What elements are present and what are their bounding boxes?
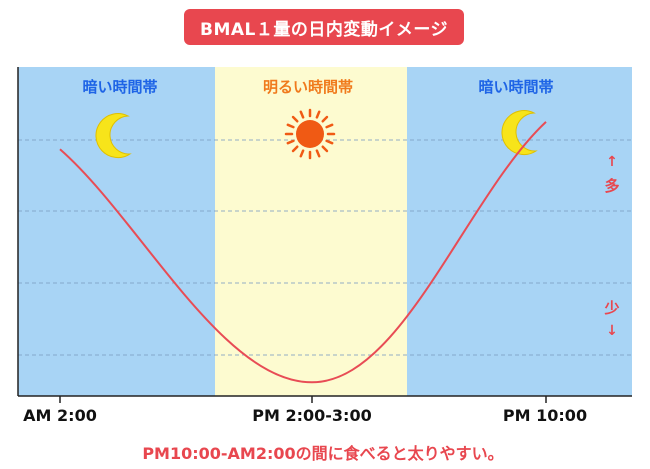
- sun-ray: [299, 149, 305, 158]
- band-label-dark-1: 暗い時間帯: [82, 78, 157, 96]
- sun-ray: [286, 139, 295, 145]
- y-indicator-less: 少 ↓: [603, 299, 619, 339]
- sun-ray: [291, 115, 299, 123]
- moon-icon: [501, 110, 538, 156]
- sun-icon: [284, 108, 336, 160]
- sun-ray: [291, 145, 299, 153]
- arrow-up-icon: ↑: [606, 154, 618, 170]
- sun-ray: [325, 123, 334, 129]
- chart-title: BMAL１量の日内変動イメージ: [184, 9, 464, 45]
- axes: [17, 67, 632, 397]
- moon-icon: [95, 113, 132, 159]
- sun-ray: [286, 123, 295, 129]
- series-line: [59, 121, 547, 384]
- y-indicator-bottom: 少: [603, 299, 619, 317]
- sun-ray: [299, 110, 305, 119]
- sun-ray: [321, 115, 329, 123]
- annotation: PM10:00-AM2:00の間に食べると太りやすい。: [142, 444, 503, 463]
- time-band-layer: [18, 67, 632, 396]
- time-band: [18, 67, 215, 396]
- x-tick-layer: [59, 396, 547, 403]
- x-tick-label: PM 2:00-3:00: [252, 406, 371, 425]
- sun-ray: [315, 110, 321, 119]
- sun-ray: [325, 139, 334, 145]
- arrow-down-icon: ↓: [606, 323, 618, 339]
- sun-ray: [321, 145, 329, 153]
- y-indicator-top: 多: [604, 177, 619, 195]
- y-indicator-more: ↑ 多: [604, 154, 619, 195]
- x-tick-label: AM 2:00: [23, 406, 97, 425]
- time-band: [407, 67, 632, 396]
- sun-ray: [315, 149, 321, 158]
- band-label-dark-2: 暗い時間帯: [478, 78, 553, 96]
- x-tick-label: PM 10:00: [503, 406, 587, 425]
- band-label-light: 明るい時間帯: [263, 78, 353, 96]
